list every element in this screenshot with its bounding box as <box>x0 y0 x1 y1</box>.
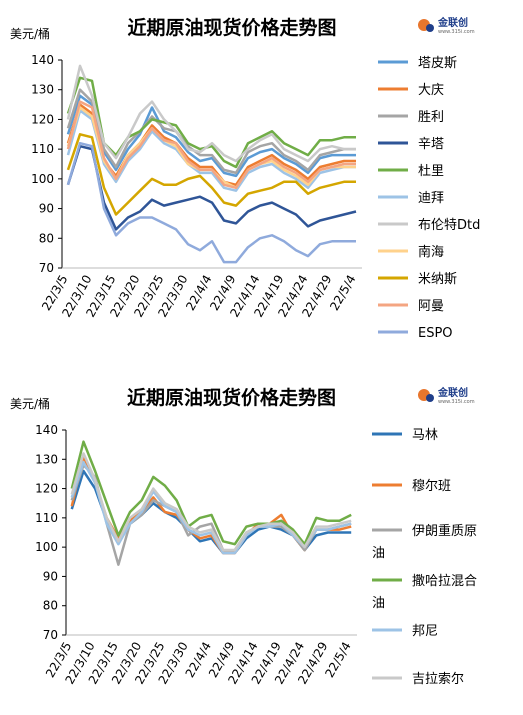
y-tick-label: 70 <box>43 628 58 642</box>
y-tick-label: 80 <box>39 231 54 245</box>
line-series <box>70 452 352 552</box>
legend-label: 布伦特Dtd <box>418 218 480 233</box>
logo-text: 金联创 <box>437 386 468 399</box>
y-axis-label: 美元/桶 <box>10 26 50 41</box>
legend-label: 辛塔 <box>418 137 444 152</box>
line-series <box>66 144 357 231</box>
logo-icon <box>426 394 434 402</box>
legend-label: 南海 <box>418 244 444 260</box>
legend-label: 吉拉索尔 <box>412 672 464 687</box>
y-tick-label: 140 <box>35 423 58 437</box>
y-tick-label: 130 <box>35 452 58 466</box>
legend-label: 阿曼 <box>418 299 444 314</box>
line-series <box>66 141 356 264</box>
y-tick-label: 120 <box>31 112 54 126</box>
line-series <box>66 88 356 175</box>
legend-label: 塔皮斯 <box>418 56 457 71</box>
line-series <box>66 100 356 190</box>
y-tick-label: 110 <box>31 142 54 156</box>
logo-text: 金联创 <box>437 16 468 29</box>
legend-label-line: 撒哈拉混合 <box>412 573 477 589</box>
y-tick-label: 130 <box>31 83 54 97</box>
y-tick-label: 120 <box>35 482 58 496</box>
line-series <box>66 133 356 216</box>
logo-url: www.315i.com <box>438 399 475 405</box>
logo-icon <box>426 24 434 32</box>
line-series <box>66 76 356 169</box>
y-tick-label: 70 <box>39 261 54 275</box>
legend-label: 撒哈拉混合油 <box>372 573 477 611</box>
legend-label-line: 油 <box>372 546 385 561</box>
legend-label: 邦尼 <box>412 624 438 639</box>
legend-label: ESPO <box>418 326 453 341</box>
y-tick-label: 80 <box>43 599 58 613</box>
y-tick-label: 140 <box>31 53 54 67</box>
chart-title: 近期原油现货价格走势图 <box>127 386 336 409</box>
line-series <box>70 440 352 546</box>
legend-label: 伊朗重质原油 <box>372 523 477 561</box>
line-series <box>66 109 356 192</box>
chart-title: 近期原油现货价格走势图 <box>127 16 336 39</box>
y-tick-label: 100 <box>31 172 54 186</box>
legend-label: 杜里 <box>418 164 444 179</box>
legend-label: 马林 <box>412 428 438 443</box>
legend-label: 米纳斯 <box>418 272 457 287</box>
legend-label-line: 伊朗重质原 <box>412 523 477 539</box>
legend-label: 胜利 <box>418 110 444 125</box>
logo-url: www.315i.com <box>438 29 475 35</box>
line-series <box>70 463 352 566</box>
legend-label-line: 油 <box>372 596 385 611</box>
legend-label: 迪拜 <box>418 191 444 206</box>
line-series <box>66 94 356 178</box>
legend-label: 大庆 <box>418 83 444 98</box>
y-tick-label: 100 <box>35 540 58 554</box>
line-series <box>66 64 356 163</box>
y-tick-label: 90 <box>43 569 58 583</box>
y-axis-label: 美元/桶 <box>10 396 50 411</box>
y-tick-label: 90 <box>39 202 54 216</box>
y-tick-label: 110 <box>35 511 58 525</box>
legend-label: 穆尔班 <box>412 479 451 494</box>
line-series <box>66 103 356 187</box>
